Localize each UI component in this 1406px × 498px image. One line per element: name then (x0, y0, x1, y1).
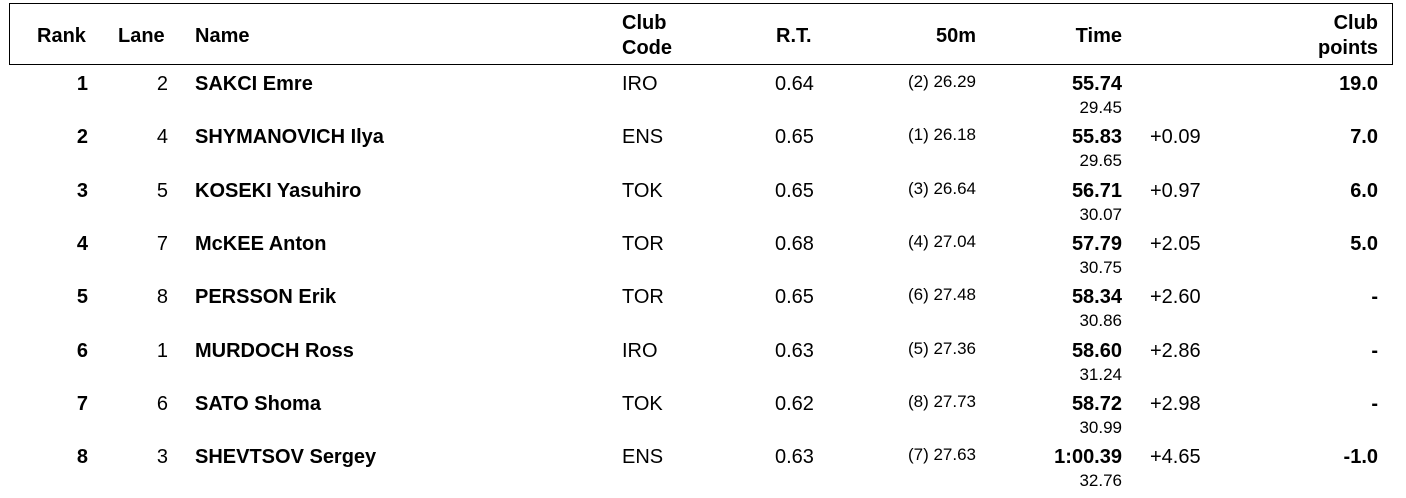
time-behind-cell: +2.05 (1150, 233, 1201, 255)
reaction-time-cell: 0.65 (775, 286, 814, 308)
final-time-cell: 58.34 (1071, 286, 1122, 308)
club-code-cell: IRO (622, 73, 658, 95)
swimmer-name-cell: KOSEKI Yasuhiro (195, 180, 362, 202)
header-lane: Lane (118, 25, 165, 47)
lane-cell: 4 (156, 126, 168, 148)
rank-cell: 2 (76, 126, 88, 148)
split-50m-cell: (4) 27.04 (907, 232, 976, 251)
time-behind-cell: +0.09 (1150, 126, 1201, 148)
final-time-cell: 55.74 (1071, 73, 1122, 95)
second-split-cell: 31.24 (1079, 365, 1122, 384)
header-club-code-line2: Code (622, 37, 672, 59)
reaction-time-cell: 0.63 (775, 340, 814, 362)
lane-cell: 1 (156, 340, 168, 362)
final-time-cell: 55.83 (1071, 126, 1122, 148)
time-behind-cell: +4.65 (1150, 446, 1201, 468)
club-code-cell: IRO (622, 340, 658, 362)
swimmer-name-cell: SATO Shoma (195, 393, 321, 415)
split-50m-cell: (5) 27.36 (907, 339, 976, 358)
split-50m-cell: (8) 27.73 (907, 392, 976, 411)
rank-cell: 8 (76, 446, 88, 468)
header-reaction-time: R.T. (776, 25, 812, 47)
club-code-cell: ENS (622, 126, 664, 148)
swimmer-name-cell: PERSSON Erik (195, 286, 337, 308)
club-code-cell: TOK (622, 393, 663, 415)
reaction-time-cell: 0.62 (775, 393, 814, 415)
swimmer-name-cell: SAKCI Emre (195, 73, 313, 95)
table-row: 3 5 KOSEKI Yasuhiro TOK 0.65 (3) 26.64 56.71 30… (0, 179, 1406, 232)
lane-cell: 6 (156, 393, 168, 415)
club-code-cell: TOR (622, 233, 664, 255)
club-points-cell: - (1371, 393, 1378, 415)
reaction-time-cell: 0.63 (775, 446, 814, 468)
club-points-cell: 6.0 (1350, 180, 1378, 202)
second-split-cell: 29.65 (1079, 151, 1122, 170)
second-split-cell: 30.86 (1079, 311, 1122, 330)
final-time-cell: 1:00.39 (1054, 446, 1122, 468)
reaction-time-cell: 0.65 (775, 126, 814, 148)
second-split-cell: 30.99 (1079, 418, 1122, 437)
header-name: Name (195, 25, 250, 47)
swimmer-name-cell: SHYMANOVICH Ilya (195, 126, 384, 148)
split-50m-cell: (3) 26.64 (907, 179, 976, 198)
club-points-cell: 7.0 (1350, 126, 1378, 148)
rank-cell: 4 (76, 233, 88, 255)
split-50m-cell: (7) 27.63 (907, 445, 976, 464)
rank-cell: 3 (76, 180, 88, 202)
table-row: 5 8 PERSSON Erik TOR 0.65 (6) 27.48 58.34 30.86… (0, 285, 1406, 338)
time-behind-cell: +0.97 (1150, 180, 1201, 202)
club-points-cell: 19.0 (1339, 73, 1378, 95)
lane-cell: 5 (156, 180, 168, 202)
header-time: Time (1075, 25, 1122, 47)
club-code-cell: TOK (622, 180, 663, 202)
rank-cell: 5 (76, 286, 88, 308)
club-points-cell: 5.0 (1350, 233, 1378, 255)
reaction-time-cell: 0.68 (775, 233, 814, 255)
table-row: 6 1 MURDOCH Ross IRO 0.63 (5) 27.36 58.60 31.24… (0, 339, 1406, 392)
club-points-cell: - (1371, 340, 1378, 362)
rank-cell: 1 (76, 73, 88, 95)
time-behind-cell: +2.60 (1150, 286, 1201, 308)
table-row: 7 6 SATO Shoma TOK 0.62 (8) 27.73 58.72 30.99 +2… (0, 392, 1406, 445)
rank-cell: 6 (76, 340, 88, 362)
lane-cell: 3 (156, 446, 168, 468)
table-row: 4 7 McKEE Anton TOR 0.68 (4) 27.04 57.79 30.75 +… (0, 232, 1406, 285)
header-rank: Rank (37, 25, 86, 47)
reaction-time-cell: 0.64 (775, 73, 814, 95)
table-row: 8 3 SHEVTSOV Sergey ENS 0.63 (7) 27.63 1:00.39… (0, 445, 1406, 498)
swimmer-name-cell: SHEVTSOV Sergey (195, 446, 377, 468)
final-time-cell: 58.72 (1071, 393, 1122, 415)
second-split-cell: 29.45 (1079, 98, 1122, 117)
lane-cell: 8 (156, 286, 168, 308)
header-split-50m: 50m (935, 25, 976, 47)
rank-cell: 7 (76, 393, 88, 415)
club-points-cell: -1.0 (1343, 446, 1378, 468)
time-behind-cell: +2.86 (1150, 340, 1201, 362)
table-header (9, 3, 1393, 65)
time-behind-cell: +2.98 (1150, 393, 1201, 415)
final-time-cell: 58.60 (1071, 340, 1122, 362)
second-split-cell: 30.75 (1079, 258, 1122, 277)
final-time-cell: 56.71 (1071, 180, 1122, 202)
club-code-cell: ENS (622, 446, 664, 468)
final-time-cell: 57.79 (1071, 233, 1122, 255)
club-code-cell: TOR (622, 286, 664, 308)
lane-cell: 2 (156, 73, 168, 95)
table-row: 2 4 SHYMANOVICH Ilya ENS 0.65 (1) 26.18 55.83 2… (0, 125, 1406, 178)
table-row: 1 2 SAKCI Emre IRO 0.64 (2) 26.29 55.74 29.45 19… (0, 72, 1406, 125)
split-50m-cell: (1) 26.18 (907, 125, 976, 144)
header-club-points-line1: Club (1333, 12, 1378, 34)
header-club-points-line2: points (1318, 37, 1378, 59)
swimmer-name-cell: MURDOCH Ross (195, 340, 354, 362)
split-50m-cell: (6) 27.48 (907, 285, 976, 304)
second-split-cell: 30.07 (1079, 205, 1122, 224)
split-50m-cell: (2) 26.29 (907, 72, 976, 91)
second-split-cell: 32.76 (1079, 471, 1122, 490)
swimmer-name-cell: McKEE Anton (195, 233, 327, 255)
reaction-time-cell: 0.65 (775, 180, 814, 202)
club-points-cell: - (1371, 286, 1378, 308)
header-club-code-line1: Club (622, 12, 667, 34)
lane-cell: 7 (156, 233, 168, 255)
